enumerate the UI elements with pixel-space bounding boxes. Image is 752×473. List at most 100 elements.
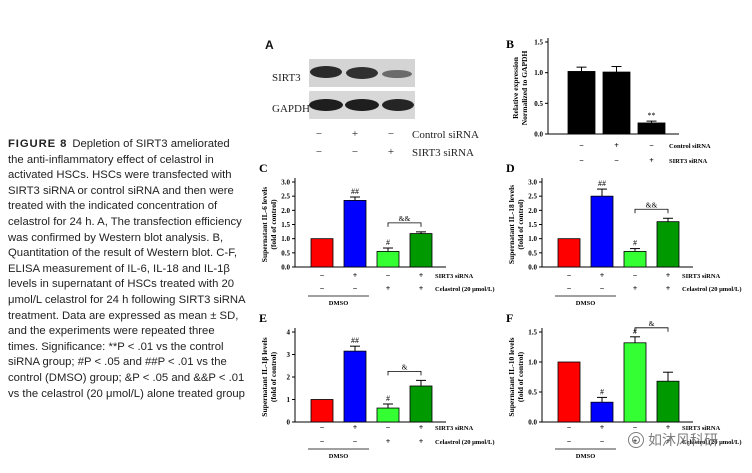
panel-b-letter: B [506, 37, 514, 51]
chart-e-group-label: DMSO [329, 453, 349, 460]
chart-d-bar-3 [623, 251, 647, 268]
western-blot-image [309, 59, 415, 119]
chart-d-sign-r2-c2: − [600, 284, 605, 293]
chart-c-sig-2: ## [351, 187, 359, 196]
chart-d-sign-r1-c4: + [666, 271, 671, 280]
chart-c-sign-r2-c3: + [386, 284, 391, 293]
chart-d-sign-r1-c3: − [633, 271, 638, 280]
chart-f-sign-r1-c4: + [666, 423, 671, 432]
blot-sign-ctrl-1: − [315, 128, 323, 140]
chart-b-sign-r1-c3: − [649, 141, 654, 150]
chart-b-sign-r1-c2: + [614, 141, 619, 150]
chart-c-ytick-label: 0.0 [281, 264, 290, 272]
chart-c-ytick-label: 1.5 [281, 221, 290, 229]
chart-b-sig-3: ** [648, 111, 656, 120]
chart-c: C Supernatant IL-6 levels(fold of control… [259, 161, 495, 307]
band-label-gapdh: GAPDH [272, 103, 310, 115]
chart-f-row-label-1: SIRT3 siRNA [682, 425, 721, 432]
chart-e-sig-3: # [386, 394, 390, 403]
chart-d-group-label: DMSO [576, 300, 596, 307]
panel-f-letter: F [506, 311, 513, 325]
chart-d-sign-r2-c1: − [567, 284, 572, 293]
chart-b-ylabel-line2: Normalized to GAPDH [520, 51, 529, 126]
chart-e-row-label-2: Celastrol (20 μmol/L) [435, 439, 495, 446]
chart-d: D Supernatant IL-18 levels(fold of contro… [506, 161, 742, 307]
chart-c-bar-3 [376, 251, 400, 268]
chart-b-ylabel-line1: Relative expression [511, 56, 520, 119]
chart-f-ytick-label: 0.5 [528, 389, 537, 397]
chart-e-ytick-label: 0 [287, 419, 291, 427]
blot-sign-ctrl-3: − [387, 128, 395, 140]
chart-f-sign-r1-c2: + [600, 423, 605, 432]
chart-e-sign-r1-c1: − [320, 423, 325, 432]
chart-d-row-label-2: Celastrol (20 μmol/L) [682, 286, 742, 293]
chart-c-sign-r1-c2: + [353, 271, 358, 280]
chart-f-bracket-label: & [649, 319, 655, 328]
chart-f-ylabel: Supernatant IL-10 levels(fold of control… [507, 337, 525, 416]
chart-d-ylabel: Supernatant IL-18 levels(fold of control… [507, 185, 525, 264]
chart-f-sign-r1-c1: − [567, 423, 572, 432]
blot-cond-control-sirna: Control siRNA [412, 129, 479, 141]
chart-f-row-label-2: Celastrol (20 μmol/L) [682, 439, 742, 446]
chart-d-ylabel-line2: (fold of control) [516, 199, 525, 250]
chart-e-sign-r1-c2: + [353, 423, 358, 432]
chart-c-sign-r1-c3: − [386, 271, 391, 280]
chart-c-bracket-label: && [399, 214, 411, 223]
chart-d-sig-2: ## [598, 179, 606, 188]
chart-e-sign-r2-c4: + [419, 437, 424, 446]
chart-c-sig-3: # [386, 238, 390, 247]
panel-a-letter: A [265, 38, 274, 52]
chart-e-bracket [387, 370, 422, 376]
chart-b-sign-r2-c3: + [649, 156, 654, 165]
chart-c-ytick-label: 1.0 [281, 235, 290, 243]
chart-e-sign-r1-c3: − [386, 423, 391, 432]
chart-f-ytick-label: 1.0 [528, 359, 537, 367]
chart-c-group-label: DMSO [329, 300, 349, 307]
chart-d-ytick-label: 0.5 [528, 249, 537, 257]
figure-caption: FIGURE 8 Depletion of SIRT3 ameliorated t… [8, 137, 246, 402]
chart-f-bar-1 [557, 361, 581, 423]
chart-e-sign-r2-c2: − [353, 437, 358, 446]
chart-e-ytick-label: 3 [287, 351, 291, 359]
chart-e-ylabel: Supernatant IL-1β levels(fold of control… [260, 337, 278, 416]
chart-b-row-label-2: SIRT3 siRNA [669, 158, 708, 165]
chart-e-sig-2: ## [351, 336, 359, 345]
chart-e-row-label-1: SIRT3 siRNA [435, 425, 474, 432]
chart-b-bar-3 [637, 122, 666, 135]
chart-e-ytick-label: 2 [287, 374, 291, 382]
chart-f-sign-r2-c1: − [567, 437, 572, 446]
chart-f-bar-3 [623, 342, 647, 423]
chart-d-bracket [634, 208, 669, 214]
chart-c-row-label-1: SIRT3 siRNA [435, 273, 474, 280]
chart-c-ytick-label: 2.0 [281, 207, 290, 215]
chart-c-sign-r1-c4: + [419, 271, 424, 280]
chart-c-sign-r2-c4: + [419, 284, 424, 293]
chart-d-ytick-label: 1.5 [528, 221, 537, 229]
chart-e-ytick-label: 1 [287, 396, 291, 404]
chart-f-bracket [634, 327, 669, 332]
chart-d-bracket-label: && [646, 200, 658, 209]
chart-d-sign-r2-c4: + [666, 284, 671, 293]
chart-d-ytick-label: 1.0 [528, 235, 537, 243]
chart-d-sign-r1-c1: − [567, 271, 572, 280]
chart-f-group-label: DMSO [576, 453, 596, 460]
chart-c-ytick-label: 3.0 [281, 179, 290, 187]
chart-f-ylabel-line2: (fold of control) [516, 351, 525, 402]
chart-b-row-label-1: Control siRNA [669, 143, 711, 150]
chart-b-ylabel: Relative expressionNormalized to GAPDH [511, 51, 529, 126]
chart-d-sign-r2-c3: + [633, 284, 638, 293]
chart-f-sign-r1-c3: − [633, 423, 638, 432]
chart-b-sign-r1-c1: − [579, 141, 584, 150]
chart-d-row-label-1: SIRT3 siRNA [682, 273, 721, 280]
chart-e-bar-2 [343, 350, 367, 423]
chart-c-sign-r1-c1: − [320, 271, 325, 280]
chart-f-ylabel-line1: Supernatant IL-10 levels [507, 337, 516, 416]
blot-sign-sirt3-2: − [351, 146, 359, 158]
chart-d-ytick-label: 0.0 [528, 264, 537, 272]
chart-d-sign-r1-c2: + [600, 271, 605, 280]
chart-d-ylabel-line1: Supernatant IL-18 levels [507, 185, 516, 264]
chart-b-bar-2 [602, 71, 631, 135]
chart-b-sign-r2-c2: − [614, 156, 619, 165]
chart-f: F Supernatant IL-10 levels(fold of contro… [506, 311, 742, 460]
chart-b-ytick-label: 0.5 [534, 100, 543, 108]
